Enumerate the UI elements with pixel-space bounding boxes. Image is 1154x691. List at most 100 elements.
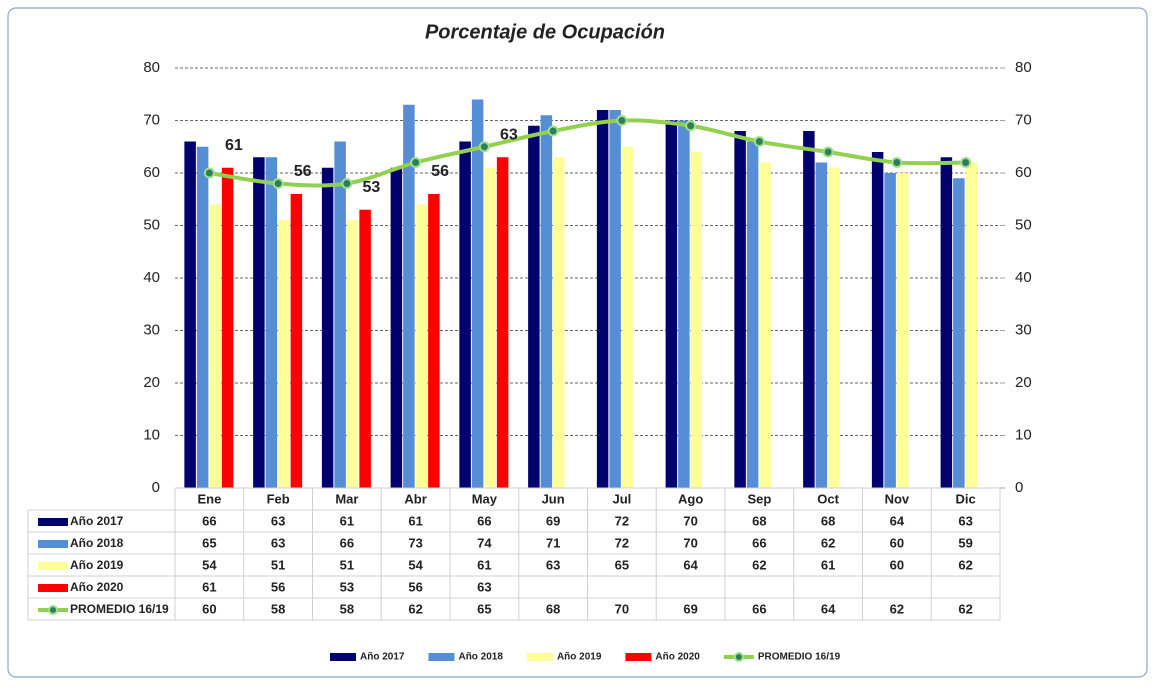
table-cell: 58 [271, 601, 285, 616]
bar [678, 120, 690, 488]
bar [690, 152, 703, 488]
table-cell: 70 [683, 513, 697, 528]
line-marker [822, 146, 834, 158]
bar [540, 115, 553, 488]
bar [221, 167, 234, 488]
y-tick-label: 10 [143, 426, 160, 443]
table-cell: 69 [683, 601, 697, 616]
bar [459, 141, 471, 488]
legend-key [625, 653, 652, 661]
bar [596, 110, 609, 488]
bar [528, 125, 540, 488]
line-marker [341, 178, 353, 189]
y-tick-label: 20 [143, 374, 160, 391]
y-tick-label: 0 [152, 479, 160, 496]
line-marker [960, 157, 972, 168]
table-cell: 66 [202, 513, 216, 528]
table-cell: 68 [546, 601, 560, 616]
bar [884, 173, 896, 488]
bar [828, 167, 840, 488]
x-tick-label: Nov [885, 491, 910, 506]
table-cell: 61 [477, 557, 491, 572]
line-marker [616, 115, 628, 126]
table-cell: 65 [202, 535, 216, 550]
table-cell: 62 [752, 557, 766, 572]
table-cell: 58 [340, 601, 354, 616]
table-row-label: Año 2020 [70, 580, 124, 594]
legend-key [38, 584, 68, 592]
y2-tick-label: 40 [1015, 269, 1032, 286]
table-cell: 63 [958, 513, 972, 528]
table-cell: 63 [477, 579, 491, 594]
legend-label: Año 2018 [458, 652, 503, 663]
table-row-label: Año 2017 [70, 514, 124, 528]
table-cell: 56 [408, 579, 422, 594]
table-cell: 64 [821, 601, 836, 616]
table-cell: 74 [477, 535, 492, 550]
legend-label: Año 2019 [557, 652, 602, 663]
x-tick-label: Oct [817, 491, 839, 506]
bar [815, 162, 828, 488]
bar [321, 167, 334, 488]
table-cell: 62 [890, 601, 904, 616]
line-marker [891, 157, 903, 168]
x-tick-label: Feb [267, 491, 290, 506]
bar [346, 220, 359, 488]
bar [484, 167, 496, 488]
table-cell: 66 [752, 535, 766, 550]
table-cell: 63 [271, 513, 285, 528]
bar [334, 141, 346, 488]
table-cell: 62 [821, 535, 835, 550]
table-cell: 68 [821, 513, 835, 528]
bar [746, 141, 759, 488]
data-label: 56 [431, 163, 449, 180]
line-marker [685, 120, 697, 132]
bar [471, 99, 484, 488]
table-row-label: Año 2018 [70, 536, 124, 550]
legend-key [38, 540, 68, 548]
bar [965, 162, 978, 488]
bar [253, 157, 265, 488]
y2-tick-label: 50 [1015, 216, 1032, 233]
table-cell: 66 [477, 513, 491, 528]
chart-title: Porcentaje de Ocupación [425, 21, 665, 43]
x-tick-label: Dic [956, 491, 976, 506]
data-label: 53 [362, 179, 380, 196]
line-marker [547, 125, 559, 137]
data-label: 56 [294, 163, 312, 180]
table-cell: 61 [821, 557, 835, 572]
data-label: 61 [225, 137, 243, 154]
y2-tick-label: 80 [1015, 59, 1032, 76]
line [209, 118, 966, 188]
table-cell: 65 [615, 557, 629, 572]
table-cell: 72 [615, 535, 629, 550]
table-cell: 61 [340, 513, 354, 528]
y-tick-label: 40 [143, 269, 160, 286]
y2-tick-label: 60 [1015, 164, 1032, 181]
line-marker [272, 178, 284, 189]
bar [209, 204, 221, 488]
y-tick-label: 80 [143, 59, 160, 76]
table-cell: 64 [683, 557, 698, 572]
table-cell: 71 [546, 535, 560, 550]
x-tick-label: Sep [747, 491, 771, 506]
table-cell: 51 [271, 557, 285, 572]
bar [803, 131, 815, 488]
legend-key [330, 653, 356, 661]
bar [621, 146, 634, 488]
x-tick-label: Abr [404, 491, 426, 506]
table-cell: 56 [271, 579, 285, 594]
bar [265, 157, 278, 488]
legend-label: Año 2017 [360, 652, 405, 663]
bar [759, 162, 771, 488]
legend-key [38, 518, 68, 526]
x-tick-label: Ene [197, 491, 221, 506]
x-tick-label: Jul [612, 491, 631, 506]
y2-tick-label: 0 [1015, 479, 1023, 496]
table-row-label: PROMEDIO 16/19 [70, 602, 169, 616]
table-cell: 66 [752, 601, 766, 616]
table-cell: 65 [477, 601, 491, 616]
x-tick-label: Jun [542, 491, 565, 506]
